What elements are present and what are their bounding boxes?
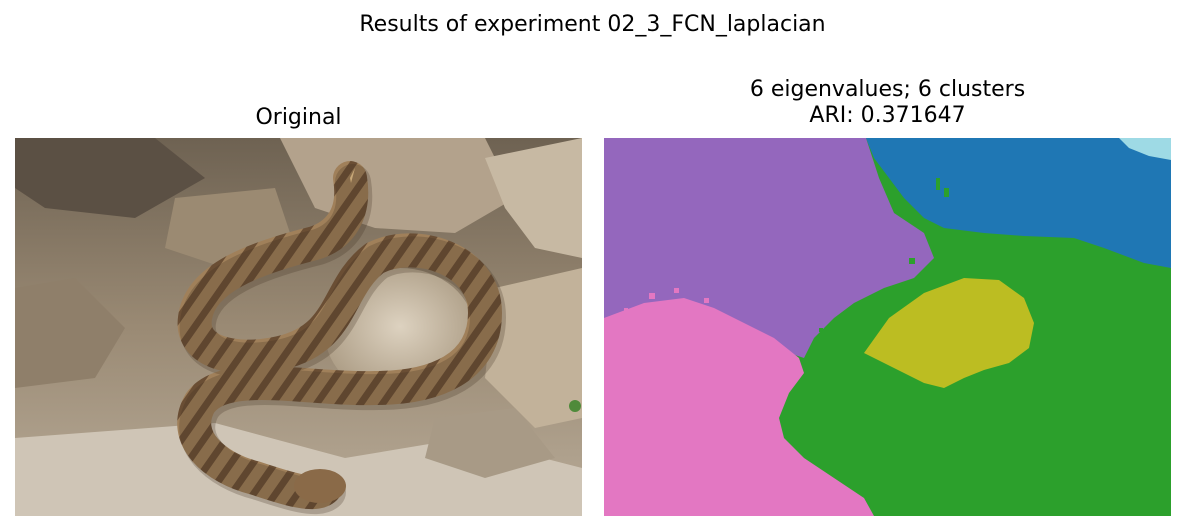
plant	[569, 400, 581, 412]
rock	[485, 138, 582, 258]
segmentation-panel	[604, 138, 1171, 516]
original-image-panel	[15, 138, 582, 516]
cluster-region-blue	[866, 138, 1171, 268]
segmentation-map	[604, 138, 1171, 516]
rock	[15, 138, 205, 218]
cluster-region-pink	[604, 298, 874, 516]
snake-body	[177, 161, 503, 510]
rock	[425, 408, 555, 478]
cluster-speckles	[819, 178, 949, 332]
snake-head	[294, 469, 346, 503]
rock	[485, 268, 582, 428]
segmentation-panel-title: 6 eigenvalues; 6 clusters ARI: 0.371647	[604, 77, 1171, 129]
rock	[15, 278, 125, 388]
snake-tail	[350, 168, 355, 183]
snake-photo	[15, 138, 582, 516]
segmentation-title-line1: 6 eigenvalues; 6 clusters	[749, 77, 1026, 102]
cluster-region-olive	[864, 278, 1034, 388]
segmentation-title-line2: ARI: 0.371647	[809, 103, 966, 128]
snake-body-shadow	[179, 164, 507, 515]
original-panel-title: Original	[255, 105, 342, 130]
figure-suptitle: Results of experiment 02_3_FCN_laplacian	[359, 12, 826, 37]
cluster-speckles-pink	[624, 288, 709, 312]
cluster-region-cyan	[1119, 138, 1171, 160]
